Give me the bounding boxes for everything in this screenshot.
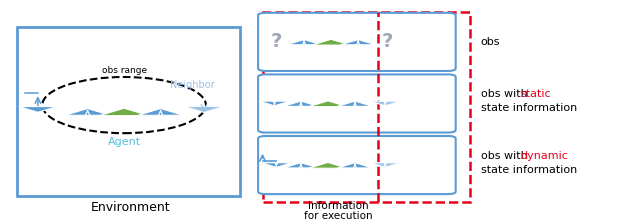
Text: state information: state information [481, 165, 577, 175]
Polygon shape [312, 39, 351, 45]
Polygon shape [370, 163, 401, 167]
Text: dynamic: dynamic [521, 151, 568, 161]
Polygon shape [341, 39, 376, 45]
Polygon shape [18, 107, 57, 112]
Text: ?: ? [270, 32, 282, 51]
Polygon shape [308, 162, 348, 168]
Polygon shape [65, 109, 110, 115]
Text: ?: ? [382, 32, 393, 51]
Text: Information: Information [308, 201, 368, 211]
Polygon shape [337, 101, 373, 106]
FancyBboxPatch shape [258, 136, 456, 194]
Text: static: static [521, 89, 551, 99]
Text: obs with: obs with [481, 89, 531, 99]
Text: Environment: Environment [90, 201, 170, 214]
Polygon shape [337, 163, 373, 168]
Text: obs: obs [481, 37, 501, 47]
FancyBboxPatch shape [258, 13, 456, 71]
Polygon shape [138, 109, 183, 115]
Polygon shape [286, 39, 322, 45]
Text: state information: state information [481, 103, 577, 113]
Polygon shape [184, 106, 224, 112]
Polygon shape [283, 101, 319, 106]
FancyBboxPatch shape [17, 27, 241, 196]
Text: Agent: Agent [107, 137, 141, 147]
Text: obs with: obs with [481, 151, 531, 161]
Polygon shape [261, 163, 292, 167]
Polygon shape [370, 101, 401, 106]
FancyBboxPatch shape [258, 74, 456, 133]
Text: obs range: obs range [102, 66, 147, 75]
Polygon shape [99, 108, 149, 116]
Polygon shape [308, 101, 348, 107]
Polygon shape [259, 101, 290, 106]
Polygon shape [283, 163, 319, 168]
Text: for execution: for execution [304, 211, 372, 221]
Text: Neighbor: Neighbor [170, 80, 215, 90]
